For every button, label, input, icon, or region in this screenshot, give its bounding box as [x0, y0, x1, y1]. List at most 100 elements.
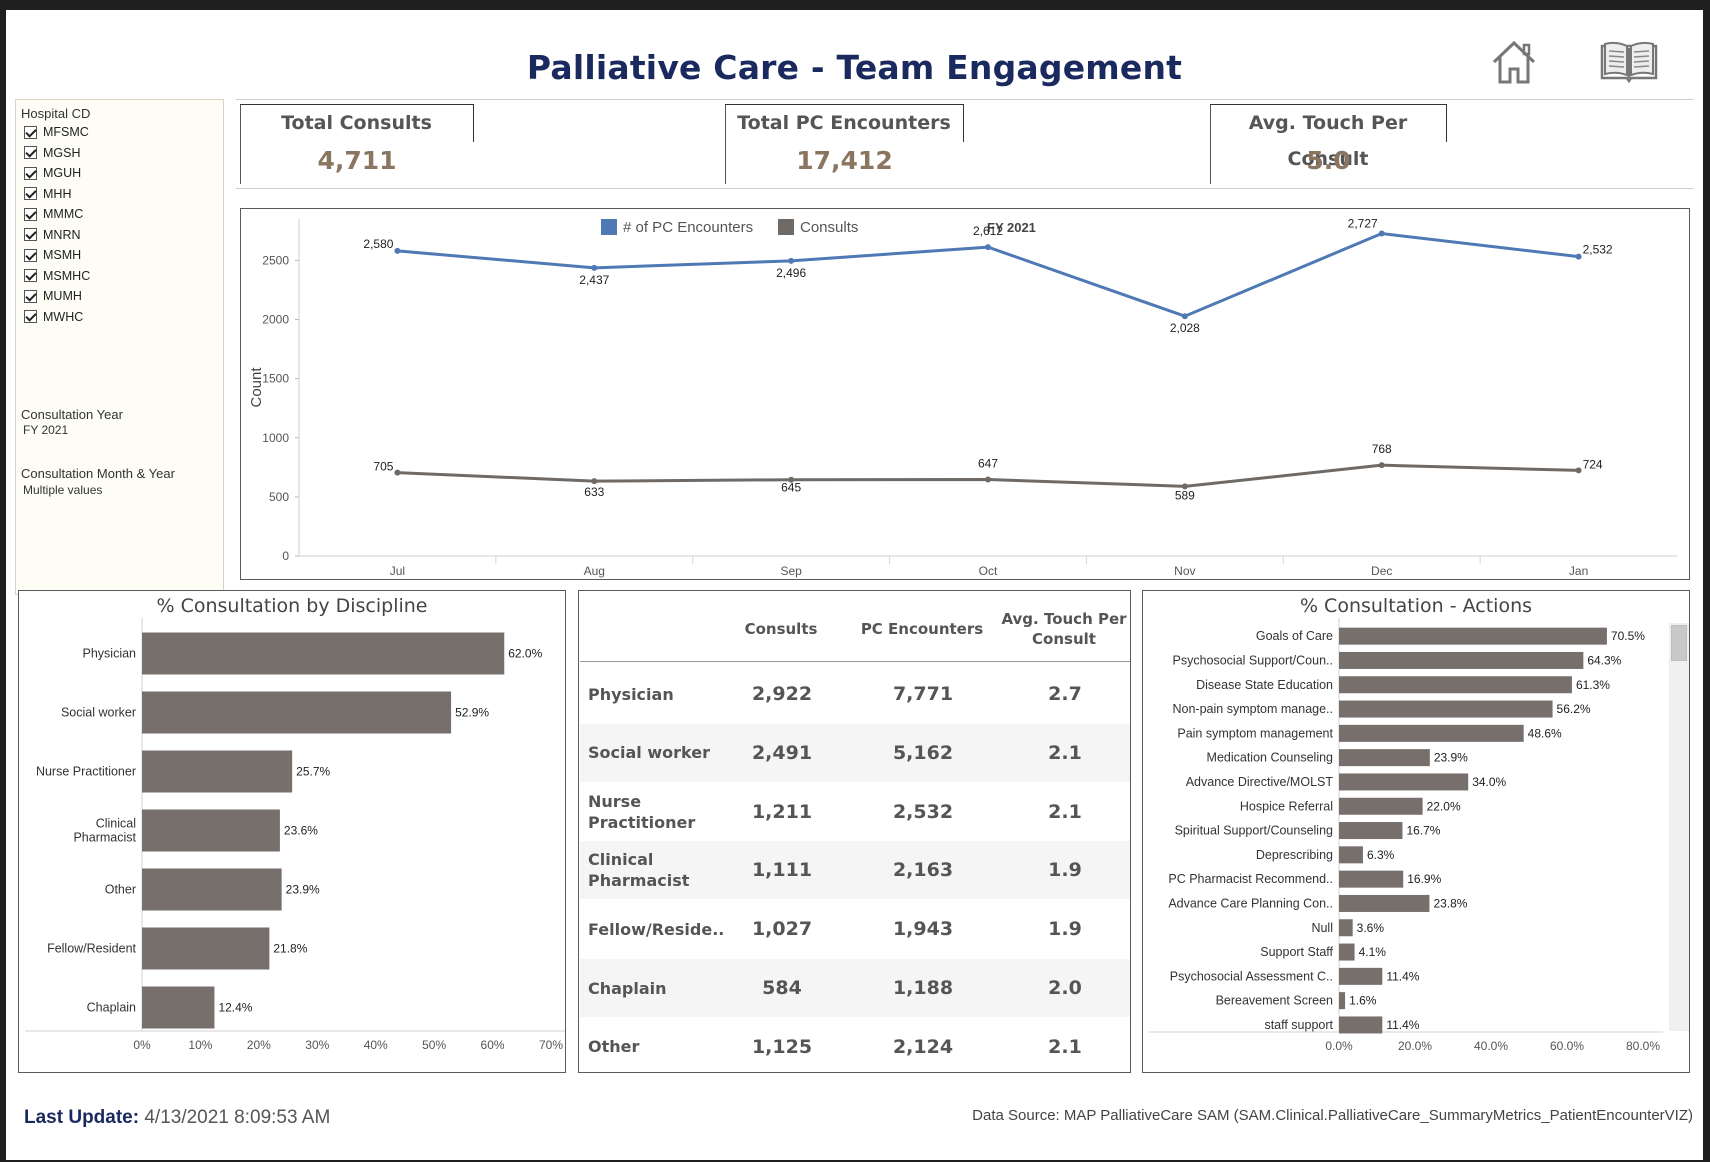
data-point[interactable]: [985, 244, 991, 251]
checkbox-icon[interactable]: [24, 310, 37, 323]
checkbox-icon[interactable]: [24, 207, 37, 221]
category-label: Other: [105, 883, 136, 897]
table-row[interactable]: Other 1,125 2,124 2.1: [580, 1018, 1130, 1076]
bar[interactable]: [142, 632, 505, 675]
table-row[interactable]: Nurse Practitioner 1,211 2,532 2.1: [580, 783, 1130, 841]
table-cell-discipline: Social worker: [588, 743, 710, 763]
data-label: 647: [978, 456, 998, 470]
hospital-filter-mhh[interactable]: MHH: [24, 185, 71, 203]
data-label: 16.7%: [1406, 824, 1440, 838]
checkbox-icon[interactable]: [24, 228, 37, 241]
category-label: Pain symptom management: [1177, 726, 1333, 740]
consultation-month-value[interactable]: Multiple values: [23, 483, 103, 497]
table-cell-encounters: 1,943: [892, 918, 954, 941]
bar[interactable]: [1339, 870, 1404, 888]
data-point[interactable]: [394, 469, 401, 476]
data-label: 21.8%: [273, 942, 307, 956]
data-point[interactable]: [1378, 230, 1385, 237]
checkbox-icon[interactable]: [24, 289, 37, 303]
book-icon[interactable]: [1598, 40, 1660, 84]
bar[interactable]: [1339, 919, 1353, 937]
data-label: 56.2%: [1557, 702, 1591, 716]
bar[interactable]: [142, 691, 452, 734]
bar[interactable]: [1339, 627, 1607, 645]
data-point[interactable]: [591, 264, 598, 271]
bar[interactable]: [1339, 894, 1430, 912]
bar[interactable]: [142, 868, 282, 911]
table-cell-consults: 2,491: [751, 741, 813, 764]
hospital-filter-mmmc[interactable]: MMMC: [24, 205, 83, 223]
hospital-filter-mfsmc[interactable]: MFSMC: [24, 123, 89, 141]
bar[interactable]: [1339, 967, 1383, 985]
data-point[interactable]: [788, 476, 795, 483]
x-tick-label: Nov: [1174, 564, 1195, 578]
checkbox-icon[interactable]: [24, 146, 37, 159]
kpi-total-consults-value: 4,711: [317, 146, 397, 175]
bar[interactable]: [1339, 943, 1355, 961]
checkbox-icon[interactable]: [24, 166, 37, 180]
actions-scrollbar-thumb[interactable]: [1671, 625, 1687, 661]
bar[interactable]: [1339, 846, 1363, 864]
hospital-filter-msmh[interactable]: MSMH: [24, 246, 81, 264]
home-icon[interactable]: [1488, 36, 1540, 88]
category-label: PC Pharmacist Recommend..: [1168, 872, 1333, 886]
table-row[interactable]: Physician 2,922 7,771 2.7: [580, 665, 1130, 723]
bar[interactable]: [1339, 724, 1524, 742]
category-label: Null: [1311, 921, 1333, 935]
bar[interactable]: [142, 927, 270, 970]
category-label: Clinical: [96, 817, 136, 831]
category-label: Psychosocial Assessment C..: [1170, 969, 1333, 983]
table-row[interactable]: Social worker 2,491 5,162 2.1: [580, 723, 1130, 782]
bar[interactable]: [1339, 797, 1423, 815]
bar[interactable]: [142, 986, 215, 1029]
hospital-filter-mgsh[interactable]: MGSH: [24, 144, 81, 162]
data-label: 768: [1372, 442, 1392, 456]
checkbox-icon[interactable]: [24, 248, 37, 262]
bar[interactable]: [1339, 822, 1403, 840]
bar[interactable]: [1339, 749, 1430, 767]
hospital-filter-mwhc[interactable]: MWHC: [24, 308, 83, 326]
table-row[interactable]: Clinical Pharmacist 1,111 2,163 1.9: [580, 841, 1130, 900]
table-row[interactable]: Chaplain 584 1,188 2.0: [580, 959, 1130, 1017]
bar[interactable]: [1339, 676, 1572, 694]
hospital-filter-mnrn[interactable]: MNRN: [24, 226, 81, 244]
data-point[interactable]: [985, 476, 991, 483]
data-label: 23.9%: [1434, 751, 1468, 765]
table-cell-encounters: 2,124: [892, 1035, 954, 1058]
checkbox-icon[interactable]: [24, 125, 37, 139]
bar[interactable]: [1339, 773, 1469, 791]
table-cell-consults: 1,125: [751, 1035, 813, 1058]
data-point[interactable]: [1181, 483, 1188, 490]
hospital-filter-label: MSMHC: [43, 268, 91, 283]
checkbox-icon[interactable]: [24, 187, 37, 200]
data-point[interactable]: [1575, 253, 1582, 260]
data-point[interactable]: [394, 247, 401, 254]
data-point[interactable]: [788, 257, 795, 264]
data-point[interactable]: [591, 478, 598, 485]
actions-scrollbar[interactable]: [1669, 623, 1689, 1031]
data-label: 12.4%: [218, 1001, 252, 1015]
hospital-filter-label: MGSH: [43, 145, 81, 160]
data-point[interactable]: [1181, 313, 1188, 320]
hospital-filter-msmhc[interactable]: MSMHC: [24, 267, 90, 285]
actions-chart: 70.5% Goals of Care 64.3% Psychosocial Supp…: [1149, 618, 1663, 1053]
bar[interactable]: [1339, 651, 1584, 669]
bar[interactable]: [1339, 1016, 1383, 1034]
data-point[interactable]: [1378, 462, 1385, 469]
bar[interactable]: [142, 750, 293, 793]
table-row[interactable]: Fellow/Reside.. 1,027 1,943 1.9: [580, 900, 1130, 958]
bar[interactable]: [142, 809, 280, 852]
legend-label: # of PC Encounters: [623, 219, 753, 236]
bar[interactable]: [1339, 992, 1346, 1010]
data-point[interactable]: [1575, 467, 1582, 474]
table-cell-consults: 1,111: [751, 859, 813, 882]
kpi-avg-touch-value: 5.0: [1306, 146, 1351, 175]
category-label: Advance Directive/MOLST: [1186, 775, 1334, 789]
category-label: Fellow/Resident: [47, 942, 136, 956]
page-title: Palliative Care - Team Engagement: [526, 48, 1183, 87]
checkbox-icon[interactable]: [24, 269, 37, 282]
hospital-filter-mumh[interactable]: MUMH: [24, 287, 82, 305]
consultation-year-value[interactable]: FY 2021: [23, 423, 69, 437]
hospital-filter-mguh[interactable]: MGUH: [24, 164, 81, 182]
bar[interactable]: [1339, 700, 1553, 718]
